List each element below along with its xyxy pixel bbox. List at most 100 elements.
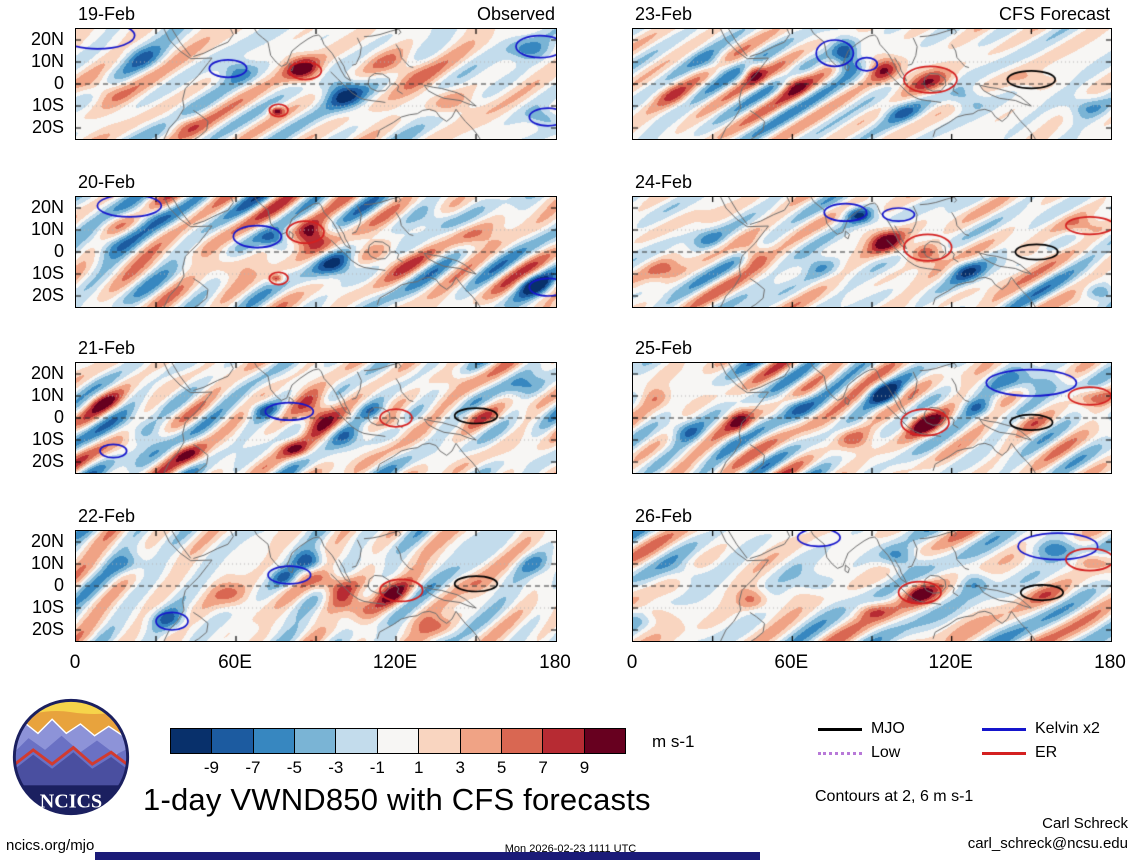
y-axis-tick-label: 20N [30,363,64,383]
panel-date-26feb: 26-Feb [635,506,693,526]
x-axis-tick-label: 120E [372,652,418,673]
colorbar-segment [584,728,626,754]
x-axis-tick-label: 180 [539,652,571,673]
map-panel-23feb-forecast [632,28,1112,140]
map-panel-20feb-observed [75,196,557,308]
map-panel-25feb-forecast [632,362,1112,474]
panel-date-20feb: 20-Feb [78,172,136,192]
y-axis-tick-label: 20N [30,197,64,217]
vwnd850-anomaly-map [76,29,556,139]
x-axis-tick-label: 120E [928,652,973,673]
y-axis-tick-label: 10S [31,429,64,449]
colorbar [170,728,626,754]
panel-date-21feb: 21-Feb [78,338,136,358]
logo-near-mountains [14,752,128,791]
colorbar-segment [170,728,213,754]
y-axis-tick-label: 20S [31,117,64,137]
map-panel-24feb-forecast [632,196,1112,308]
y-axis-tick-label: 0 [53,575,64,595]
vwnd850-anomaly-map [76,531,556,641]
legend-label-er: ER [1035,744,1058,761]
legend-item-kelvin: Kelvin x2 [982,720,1100,738]
colorbar-tick-label: -3 [328,758,344,777]
y-axis-tick-label: 0 [53,407,64,427]
legend-label-mjo: MJO [871,720,905,737]
y-axis-tick-label: 0 [53,241,64,261]
colorbar-units: m s-1 [652,732,695,751]
legend-item-mjo: MJO [818,720,905,738]
colorbar-segment [543,728,585,754]
y-axis-tick-label: 20N [30,29,64,49]
legend-label-low: Low [871,744,901,761]
colorbar-tick-label: -7 [245,758,261,777]
vwnd850-anomaly-map [76,363,556,473]
x-axis-tick-label: 0 [69,652,81,673]
y-axis-tick-label: 10N [30,385,64,405]
y-axis-tick-label: 10N [30,51,64,71]
legend-item-low: Low [818,744,900,762]
colorbar-tick-label: 1 [413,758,424,777]
map-panel-21feb-observed [75,362,557,474]
panel-date-19feb: 19-Feb [78,4,136,24]
colorbar-tick-label: 5 [496,758,507,777]
column-title-observed: Observed [476,4,555,24]
x-axis-tick-label: 0 [626,652,638,673]
colorbar-tick-label: -5 [286,758,302,777]
footer-site-link[interactable]: ncics.org/mjo [6,837,95,854]
colorbar-tick-label: 9 [579,758,590,777]
x-axis-tick-label: 180 [1094,652,1126,673]
logo-red-ridge-line [14,745,128,768]
colorbar-segment [253,728,296,754]
x-axis-tick-label: 60E [774,652,809,673]
vwnd850-anomaly-map [633,531,1111,641]
mjo-contour-swatch [818,727,862,731]
colorbar-segment [295,728,337,754]
colorbar-segment [212,728,254,754]
vwnd850-anomaly-map [76,197,556,307]
x-axis-tick-label: 60E [218,652,252,673]
er-contour-swatch [982,751,1026,755]
vwnd850-anomaly-map [633,363,1111,473]
y-axis-tick-label: 10N [30,219,64,239]
vwnd850-anomaly-map [633,29,1111,139]
colorbar-segment [336,728,378,754]
y-axis-tick-label: 10S [31,597,64,617]
map-panel-22feb-observed [75,530,557,642]
panel-date-23feb: 23-Feb [635,4,693,24]
panel-date-25feb: 25-Feb [635,338,693,358]
colorbar-tick-label: -1 [369,758,385,777]
contour-interval-note: Contours at 2, 6 m s-1 [815,788,974,805]
colorbar-segment [377,728,420,754]
column-title-cfs-forecast: CFS Forecast [998,4,1110,24]
credit-author-name: Carl Schreck [1042,815,1128,832]
bottom-bar [95,852,760,860]
low-contour-swatch [818,751,862,755]
logo-text: NCICS [40,791,102,813]
colorbar-segment [501,728,544,754]
map-panel-19feb-observed [75,28,557,140]
legend-label-kelvin: Kelvin x2 [1035,720,1100,737]
y-axis-tick-label: 20S [31,619,64,639]
y-axis-tick-label: 20S [31,451,64,471]
map-panel-26feb-forecast [632,530,1112,642]
colorbar-segment [460,728,502,754]
legend-item-er: ER [982,744,1057,762]
panel-date-24feb: 24-Feb [635,172,693,192]
vwnd850-anomaly-map [633,197,1111,307]
colorbar-tick-label: -9 [203,758,220,777]
y-axis-tick-label: 20N [30,531,64,551]
kelvin-contour-swatch [982,727,1026,731]
colorbar-tick-label: 3 [455,758,465,777]
panel-date-22feb: 22-Feb [78,506,136,526]
credit-author-email[interactable]: carl_schreck@ncsu.edu [967,835,1128,852]
y-axis-tick-label: 10N [30,553,64,573]
colorbar-segment [419,728,461,754]
logo-ring [12,698,130,816]
y-axis-tick-label: 0 [53,73,64,93]
y-axis-tick-label: 10S [31,95,64,115]
y-axis-tick-label: 20S [31,285,64,305]
colorbar-tick-label: 7 [538,758,548,777]
y-axis-tick-label: 10S [31,263,64,283]
figure-title: 1-day VWND850 with CFS forecasts [143,782,651,817]
